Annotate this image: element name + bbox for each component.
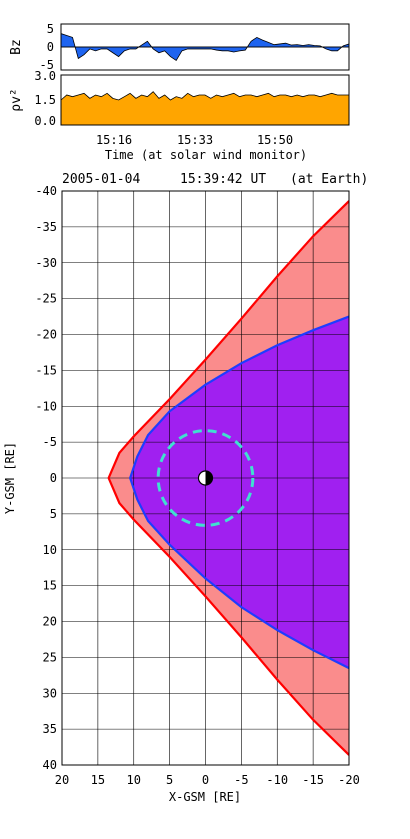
y-tick-label: -30 — [35, 256, 57, 270]
x-tick-label: -5 — [234, 773, 248, 787]
main-frame — [61, 190, 350, 766]
x-tick-label: 0 — [202, 773, 209, 787]
magnetopause-region — [130, 316, 349, 669]
y-tick-label: -25 — [35, 292, 57, 306]
bz-ylabel: Bz — [9, 39, 24, 55]
bz-panel: Bz 5 0 -5 — [9, 22, 350, 72]
y-tick-label: -5 — [43, 435, 57, 449]
axis-ticks: 20 15 10 5 0 -5 -10 -15 -20 -40 -35 -30 -25 -20 -15 -10… — [35, 184, 360, 787]
y-tick-label: 5 — [50, 507, 57, 521]
x-tick-label: 20 — [55, 773, 69, 787]
y-tick-label: 10 — [43, 543, 57, 557]
y-tick-label: 30 — [43, 686, 57, 700]
time-tick-1: 15:16 — [96, 133, 132, 147]
x-tick-label: -15 — [302, 773, 324, 787]
earth-nightside — [205, 471, 213, 486]
x-tick-label: 10 — [127, 773, 141, 787]
x-tick-label: 15 — [91, 773, 105, 787]
magnetosphere-panel: 20 15 10 5 0 -5 -10 -15 -20 -40 -35 -30 -25 -20 -15 -10… — [3, 184, 360, 804]
x-tick-label: 5 — [166, 773, 173, 787]
pressure-plot-area — [60, 91, 350, 126]
date-label: 2005-01-04 — [62, 172, 140, 187]
y-axis-label: Y-GSM [RE] — [3, 442, 17, 514]
time-label: 15:39:42 UT — [180, 172, 266, 187]
bz-frame — [60, 23, 350, 71]
pressure-ytick-1-5: 1.5 — [34, 93, 56, 107]
time-tick-2: 15:33 — [177, 133, 213, 147]
y-tick-label: 20 — [43, 615, 57, 629]
pressure-panel: ρv² 3.0 1.5 0.0 15:16 15:33 15:50 Time (… — [9, 69, 350, 162]
bz-plot-area — [60, 33, 350, 61]
y-tick-label: 25 — [43, 650, 57, 664]
bz-ytick-0: 0 — [47, 40, 54, 54]
y-tick-label: 40 — [43, 758, 57, 772]
bz-ytick-5: 5 — [47, 22, 54, 36]
boundary-lines — [107, 200, 349, 756]
pressure-ylabel: ρv² — [9, 88, 24, 111]
x-tick-label: -20 — [338, 773, 360, 787]
pressure-frame — [60, 74, 350, 126]
y-tick-label: -20 — [35, 328, 57, 342]
location-label: (at Earth) — [290, 172, 368, 187]
pressure-area — [60, 91, 350, 126]
y-tick-label: 15 — [43, 579, 57, 593]
y-tick-label: 0 — [50, 471, 57, 485]
pressure-ytick-3: 3.0 — [34, 69, 56, 83]
magnetopause-line — [129, 315, 349, 670]
y-tick-label: 35 — [43, 722, 57, 736]
bz-ytick-neg5: -5 — [40, 58, 54, 72]
bow-shock-line — [107, 200, 349, 756]
y-tick-label: -15 — [35, 363, 57, 377]
y-tick-label: -35 — [35, 220, 57, 234]
y-tick-label: -40 — [35, 184, 57, 198]
time-tick-3: 15:50 — [257, 133, 293, 147]
x-tick-label: -10 — [266, 773, 288, 787]
pressure-ytick-0: 0.0 — [34, 114, 56, 128]
geosynchronous-orbit-circle — [156, 429, 255, 527]
time-axis-label: Time (at solar wind monitor) — [105, 148, 307, 162]
y-tick-label: -10 — [35, 399, 57, 413]
x-axis-label: X-GSM [RE] — [169, 790, 241, 804]
